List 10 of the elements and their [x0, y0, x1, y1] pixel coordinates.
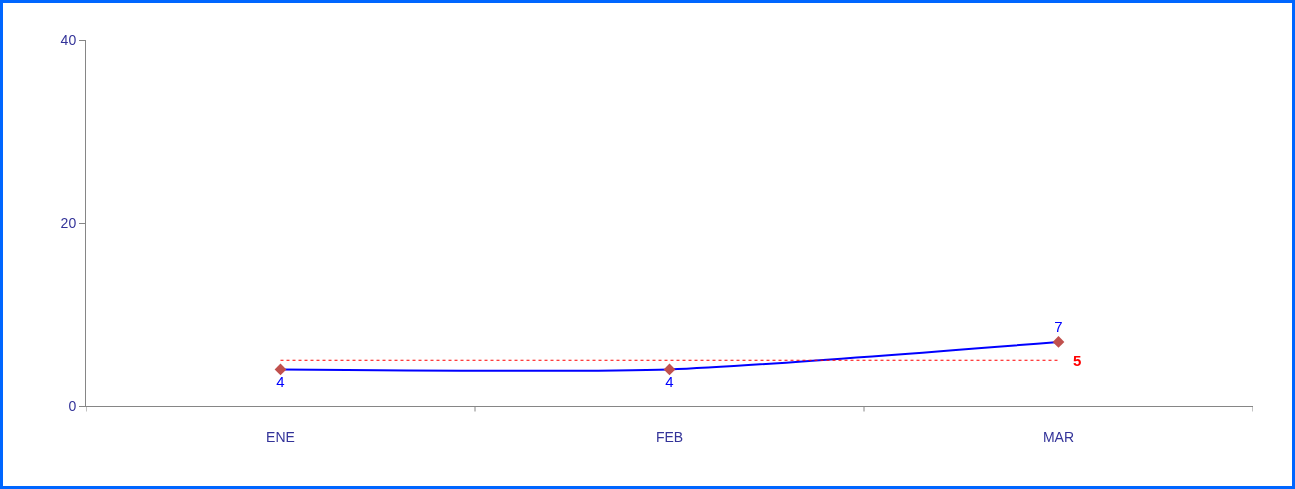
data-label: 4 [665, 373, 674, 391]
x-tick-label: FEB [655, 428, 684, 445]
ref-line-label: 5 [1073, 352, 1082, 369]
x-tick-label: ENE [266, 428, 295, 445]
data-label: 7 [1054, 317, 1063, 335]
y-tick-label: 40 [60, 31, 77, 48]
y-tick-label: 20 [60, 214, 77, 231]
data-label: 4 [276, 373, 285, 391]
y-tick-label: 0 [68, 397, 77, 414]
x-tick-label: MAR [1042, 428, 1075, 445]
